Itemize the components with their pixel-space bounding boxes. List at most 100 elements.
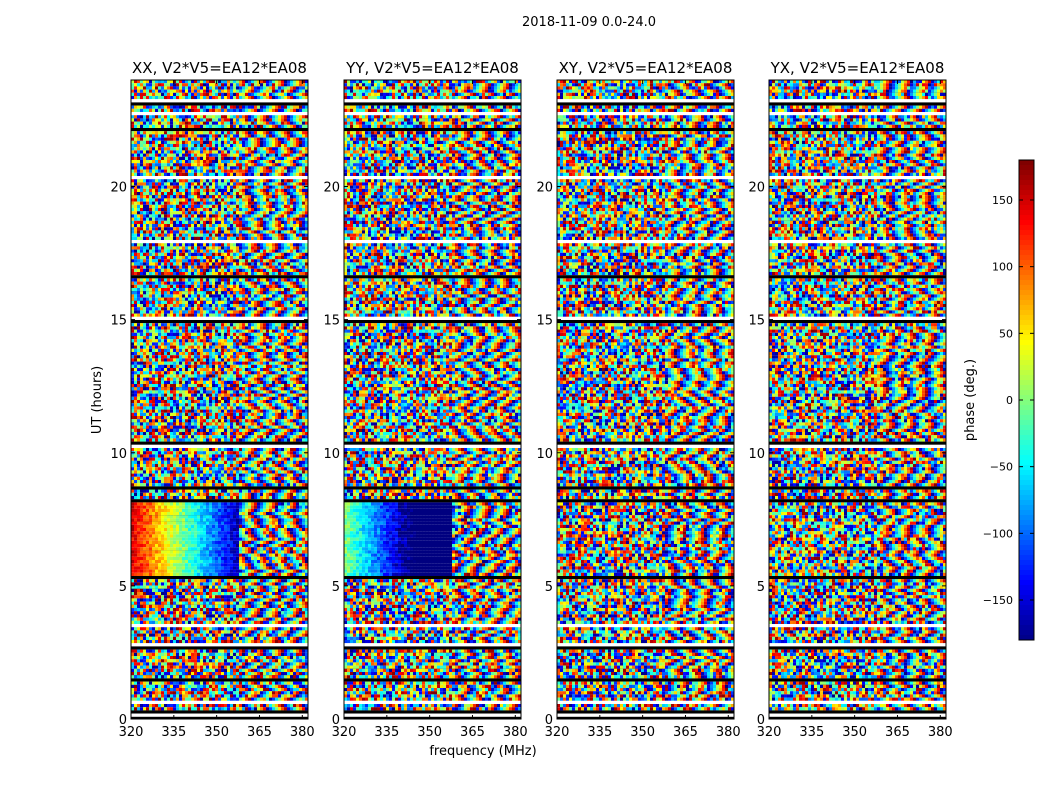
colorbar-swatch (1019, 195, 1034, 201)
colorbar-swatch (1019, 400, 1034, 406)
colorbar-swatch (1019, 285, 1034, 291)
colorbar-swatch (1019, 590, 1034, 596)
colorbar-tick-label: −50 (990, 461, 1013, 474)
x-tick-label: 335 (799, 725, 824, 740)
x-tick-label: 365 (885, 725, 910, 740)
y-tick-label: 20 (110, 181, 127, 196)
x-tick-label: 335 (587, 725, 612, 740)
colorbar-swatch (1019, 175, 1034, 181)
axes-frame (130, 79, 309, 720)
panels-group: XX, V2*V5=EA12*EA08 320 335 350 365 380 0 5 10 15… (110, 59, 952, 740)
colorbar-swatch (1019, 360, 1034, 366)
colorbar-swatch (1019, 575, 1034, 581)
colorbar-swatch (1019, 545, 1034, 551)
colorbar-swatch (1019, 440, 1034, 446)
colorbar-swatch (1019, 585, 1034, 591)
colorbar-swatch (1019, 255, 1034, 261)
colorbar-swatch (1019, 490, 1034, 496)
x-tick-label: 335 (374, 725, 399, 740)
y-tick-label: 20 (536, 181, 553, 196)
colorbar-swatch (1019, 230, 1034, 236)
colorbar-swatch (1019, 405, 1034, 411)
colorbar-swatch (1019, 620, 1034, 626)
colorbar-swatch (1019, 385, 1034, 391)
colorbar-swatch (1019, 470, 1034, 476)
y-axis-label: UT (hours) (90, 366, 105, 434)
colorbar-swatch (1019, 540, 1034, 546)
colorbar-swatch (1019, 570, 1034, 576)
y-tick-label: 10 (748, 447, 765, 462)
phase-image (769, 80, 946, 719)
colorbar-swatch (1019, 450, 1034, 456)
x-tick-label: 320 (545, 725, 570, 740)
colorbar-swatch (1019, 550, 1034, 556)
panel-xy: XY, V2*V5=EA12*EA08 320 335 350 365 380 0 5 10 15… (536, 59, 740, 740)
colorbar-swatch (1019, 525, 1034, 531)
phase-image (344, 80, 521, 719)
y-tick-label: 15 (536, 314, 553, 329)
colorbar-swatch (1019, 295, 1034, 301)
colorbar-swatch (1019, 445, 1034, 451)
colorbar-swatch (1019, 365, 1034, 371)
panel-title: XX, V2*V5=EA12*EA08 (132, 59, 307, 77)
colorbar-swatch (1019, 625, 1034, 631)
colorbar-swatch (1019, 395, 1034, 401)
panel-xx: XX, V2*V5=EA12*EA08 320 335 350 365 380 0 5 10 15… (110, 59, 314, 740)
colorbar-swatch (1019, 530, 1034, 536)
colorbar: 150 100 50 0 −50 −100 −150 (983, 159, 1035, 641)
y-tick-label: 20 (748, 181, 765, 196)
colorbar-swatch (1019, 250, 1034, 256)
colorbar-swatch (1019, 280, 1034, 286)
x-tick-label: 350 (417, 725, 442, 740)
colorbar-swatch (1019, 330, 1034, 336)
colorbar-swatch (1019, 370, 1034, 376)
colorbar-swatch (1019, 200, 1034, 206)
colorbar-swatch (1019, 435, 1034, 441)
x-tick-label: 380 (503, 725, 528, 740)
colorbar-tick-label: 0 (1006, 394, 1013, 407)
colorbar-swatch (1019, 190, 1034, 196)
colorbar-swatch (1019, 345, 1034, 351)
phase-image (131, 80, 308, 719)
x-axis-label: frequency (MHz) (429, 744, 536, 759)
axes-frame (343, 79, 522, 720)
colorbar-swatch (1019, 265, 1034, 271)
colorbar-swatch (1019, 205, 1034, 211)
x-tick-label: 380 (716, 725, 741, 740)
y-tick-label: 5 (119, 580, 127, 595)
colorbar-swatch (1019, 465, 1034, 471)
colorbar-swatch (1019, 410, 1034, 416)
colorbar-swatch (1019, 475, 1034, 481)
colorbar-swatch (1019, 390, 1034, 396)
colorbar-swatch (1019, 340, 1034, 346)
panel-yx: YX, V2*V5=EA12*EA08 320 335 350 365 380 0 5 10 15… (748, 59, 952, 740)
colorbar-swatch (1019, 305, 1034, 311)
colorbar-swatch (1019, 185, 1034, 191)
x-tick-label: 335 (161, 725, 186, 740)
colorbar-swatch (1019, 515, 1034, 521)
colorbar-swatch (1019, 165, 1034, 171)
y-tick-label: 0 (119, 713, 127, 728)
y-tick-label: 15 (748, 314, 765, 329)
x-tick-label: 365 (460, 725, 485, 740)
colorbar-tick-label: 100 (992, 261, 1013, 274)
colorbar-swatch (1019, 355, 1034, 361)
x-tick-label: 380 (290, 725, 315, 740)
axes-frame (768, 79, 947, 720)
y-tick-label: 20 (323, 181, 340, 196)
y-tick-label: 0 (757, 713, 765, 728)
colorbar-swatch (1019, 535, 1034, 541)
colorbar-swatch (1019, 610, 1034, 616)
colorbar-swatch (1019, 215, 1034, 221)
x-tick-label: 350 (630, 725, 655, 740)
colorbar-swatch (1019, 315, 1034, 321)
phase-image (557, 80, 734, 719)
colorbar-swatch (1019, 240, 1034, 246)
colorbar-swatch (1019, 555, 1034, 561)
colorbar-swatch (1019, 615, 1034, 621)
colorbar-swatch (1019, 220, 1034, 226)
colorbar-swatch (1019, 225, 1034, 231)
colorbar-swatch (1019, 635, 1034, 641)
x-tick-label: 350 (204, 725, 229, 740)
